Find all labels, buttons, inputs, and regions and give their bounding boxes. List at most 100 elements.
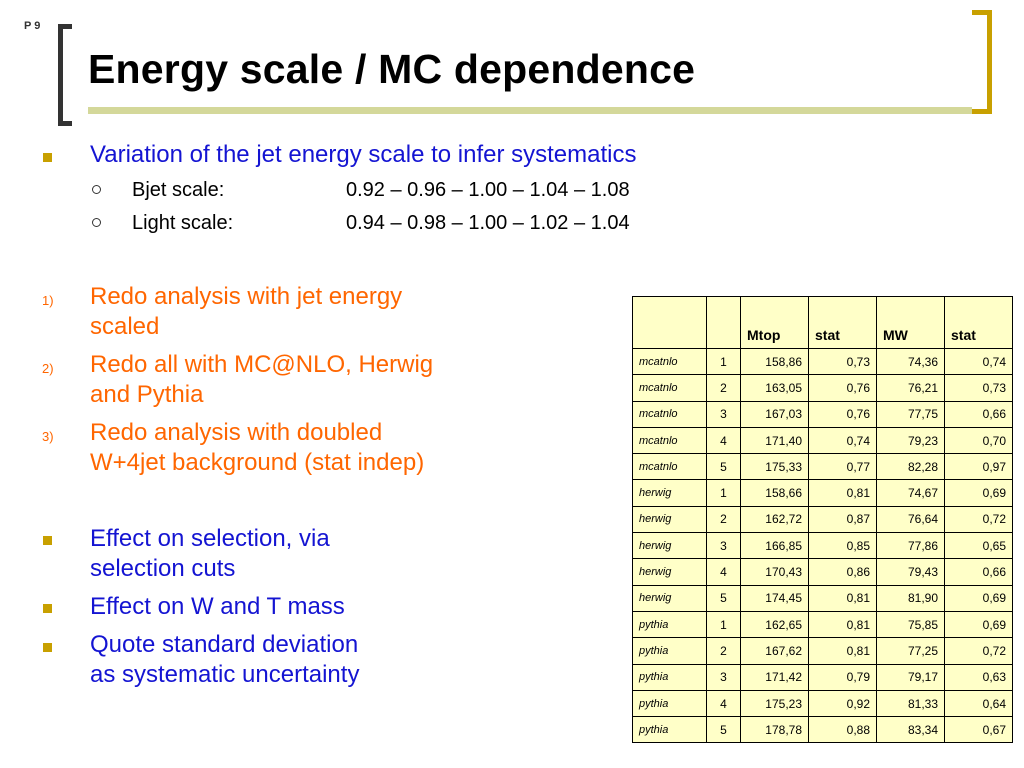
mtop-stat-cell: 0,81 (808, 584, 877, 612)
mtop-cell: 163,05 (740, 374, 809, 402)
bullet-line: Quote standard deviation (90, 631, 359, 658)
square-bullet-icon (43, 153, 52, 162)
mtop-stat-cell: 0,88 (808, 716, 877, 744)
title-bracket-right (972, 10, 992, 114)
mw-stat-cell: 0,69 (944, 584, 1013, 612)
generator-cell: herwig (632, 584, 707, 612)
generator-cell: herwig (632, 479, 707, 507)
mtop-stat-cell: 0,85 (808, 532, 877, 560)
numbered-item-line: scaled (90, 313, 160, 340)
mw-cell: 74,67 (876, 479, 945, 507)
header-cell-stat: stat (944, 296, 1013, 349)
slide-title: Energy scale / MC dependence (88, 46, 696, 92)
generator-cell: herwig (632, 505, 707, 534)
mw-stat-cell: 0,64 (944, 689, 1013, 718)
mw-stat-cell: 0,67 (944, 716, 1013, 744)
table-row: pythia 1 162,65 0,81 75,85 0,69 (632, 610, 1013, 639)
mw-cell: 79,43 (876, 558, 945, 586)
mtop-cell: 178,78 (740, 716, 809, 744)
mtop-cell: 175,33 (740, 453, 809, 481)
mtop-cell: 167,62 (740, 637, 809, 665)
intro-bullet-text: Variation of the jet energy scale to inf… (90, 141, 637, 168)
bjet-scale-values: 0.92 – 0.96 – 1.00 – 1.04 – 1.08 (346, 179, 630, 201)
mw-stat-cell: 0,69 (944, 479, 1013, 507)
variation-index-cell: 4 (706, 558, 741, 586)
item-number: 3) (42, 429, 54, 444)
mw-cell: 83,34 (876, 716, 945, 744)
header-cell (706, 296, 741, 349)
mtop-stat-cell: 0,81 (808, 479, 877, 507)
mw-stat-cell: 0,66 (944, 400, 1013, 428)
table-row: herwig 2 162,72 0,87 76,64 0,72 (632, 505, 1013, 534)
square-bullet-icon (43, 643, 52, 652)
header-cell-mw: MW (876, 296, 945, 349)
generator-cell: pythia (632, 689, 707, 718)
table-row: mcatnlo 1 158,86 0,73 74,36 0,74 (632, 347, 1013, 376)
mw-stat-cell: 0,66 (944, 558, 1013, 586)
mtop-stat-cell: 0,81 (808, 610, 877, 639)
generator-cell: mcatnlo (632, 400, 707, 428)
mtop-cell: 174,45 (740, 584, 809, 612)
mw-stat-cell: 0,73 (944, 374, 1013, 402)
mw-stat-cell: 0,63 (944, 663, 1013, 691)
mw-stat-cell: 0,72 (944, 505, 1013, 534)
title-bracket-left (58, 24, 72, 126)
table-header-row: Mtop stat MW stat (632, 296, 1013, 349)
bullet-line: Effect on selection, via (90, 525, 330, 552)
table-row: herwig 1 158,66 0,81 74,67 0,69 (632, 479, 1013, 507)
variation-index-cell: 2 (706, 374, 741, 402)
mw-stat-cell: 0,70 (944, 426, 1013, 455)
table-row: mcatnlo 3 167,03 0,76 77,75 0,66 (632, 400, 1013, 428)
results-table: Mtop stat MW stat mcatnlo 1 158,86 0,73 74,3… (632, 296, 1013, 744)
mtop-cell: 158,86 (740, 347, 809, 376)
generator-cell: pythia (632, 716, 707, 744)
numbered-item-line: Redo all with MC@NLO, Herwig (90, 351, 434, 378)
table-row: pythia 2 167,62 0,81 77,25 0,72 (632, 637, 1013, 665)
variation-index-cell: 1 (706, 610, 741, 639)
page-number: P 9 (24, 20, 41, 32)
mtop-cell: 175,23 (740, 689, 809, 718)
generator-cell: mcatnlo (632, 426, 707, 455)
bullet-line: as systematic uncertainty (90, 661, 360, 688)
mtop-cell: 171,42 (740, 663, 809, 691)
variation-index-cell: 2 (706, 637, 741, 665)
table-row: pythia 4 175,23 0,92 81,33 0,64 (632, 689, 1013, 718)
circle-bullet-icon (92, 185, 101, 194)
mw-cell: 77,86 (876, 532, 945, 560)
variation-index-cell: 5 (706, 584, 741, 612)
mw-cell: 76,21 (876, 374, 945, 402)
generator-cell: herwig (632, 558, 707, 586)
circle-bullet-icon (92, 218, 101, 227)
variation-index-cell: 4 (706, 689, 741, 718)
bullet-line: Effect on W and T mass (90, 593, 345, 620)
square-bullet-icon (43, 604, 52, 613)
mtop-stat-cell: 0,73 (808, 347, 877, 376)
item-number: 2) (42, 361, 54, 376)
mtop-stat-cell: 0,74 (808, 426, 877, 455)
mw-stat-cell: 0,65 (944, 532, 1013, 560)
header-cell-mtop: Mtop (740, 296, 809, 349)
mw-cell: 81,90 (876, 584, 945, 612)
variation-index-cell: 3 (706, 400, 741, 428)
mw-cell: 81,33 (876, 689, 945, 718)
table-row: mcatnlo 4 171,40 0,74 79,23 0,70 (632, 426, 1013, 455)
header-cell-stat: stat (808, 296, 877, 349)
mw-cell: 77,75 (876, 400, 945, 428)
mtop-stat-cell: 0,77 (808, 453, 877, 481)
mw-cell: 75,85 (876, 610, 945, 639)
variation-index-cell: 5 (706, 453, 741, 481)
mtop-cell: 162,72 (740, 505, 809, 534)
variation-index-cell: 1 (706, 347, 741, 376)
variation-index-cell: 5 (706, 716, 741, 744)
mtop-stat-cell: 0,76 (808, 374, 877, 402)
generator-cell: pythia (632, 637, 707, 665)
table-row: herwig 4 170,43 0,86 79,43 0,66 (632, 558, 1013, 586)
numbered-item-line: and Pythia (90, 381, 204, 408)
table-row: mcatnlo 5 175,33 0,77 82,28 0,97 (632, 453, 1013, 481)
mw-stat-cell: 0,72 (944, 637, 1013, 665)
mw-cell: 77,25 (876, 637, 945, 665)
mw-cell: 79,17 (876, 663, 945, 691)
bullet-line: selection cuts (90, 555, 236, 582)
generator-cell: herwig (632, 532, 707, 560)
variation-index-cell: 2 (706, 505, 741, 534)
